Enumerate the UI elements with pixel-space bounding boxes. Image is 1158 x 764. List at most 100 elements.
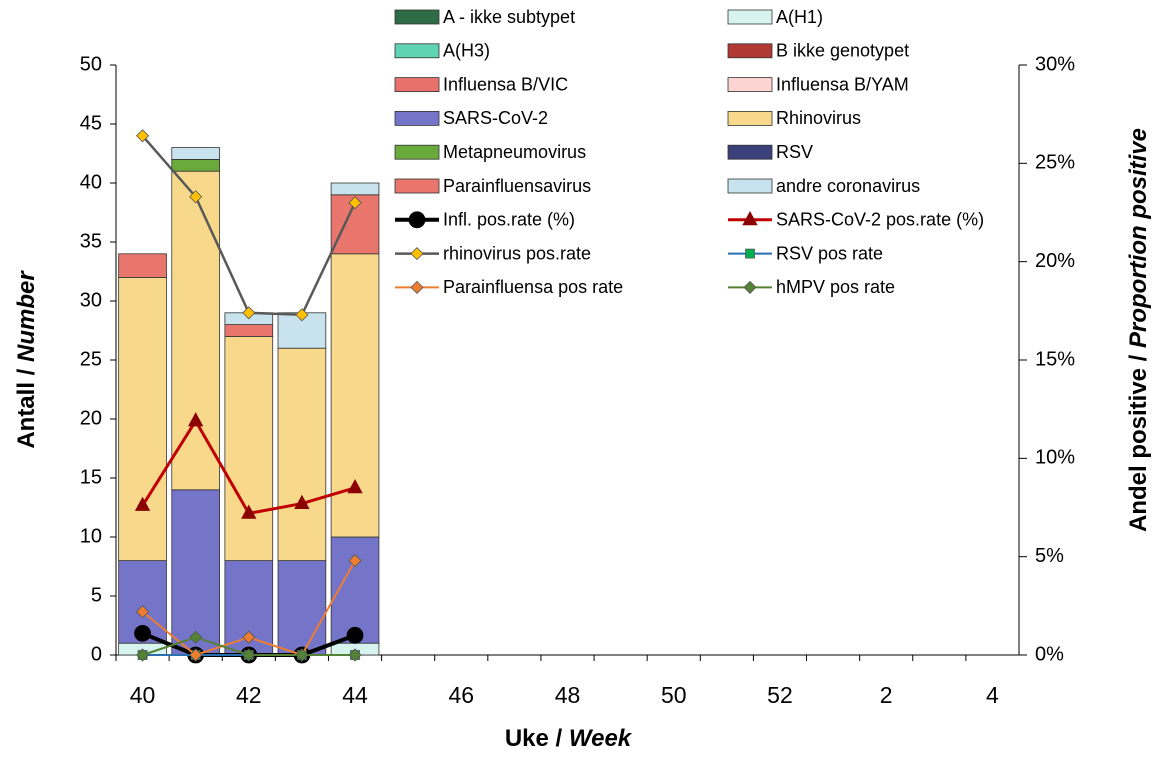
legend-marker [408,211,426,229]
legend-item: hMPV pos rate [728,277,895,297]
legend-label: hMPV pos rate [776,277,895,297]
legend-label: Influensa B/YAM [776,74,909,94]
bar-segment [171,147,220,160]
legend-item: SARS-CoV-2 pos.rate (%) [728,210,984,230]
bar-segment [118,276,167,562]
y2-label-main: Andel positive / [1125,348,1152,532]
y-tick-label: 15 [80,466,102,488]
x-tick-label: 4 [986,682,999,708]
legend-item: Infl. pos.rate (%) [395,210,575,230]
legend-label: SARS-CoV-2 pos.rate (%) [776,210,984,230]
x-label-main: Uke / [505,725,569,752]
y2-tick-label: 10% [1035,447,1075,469]
y2-tick-label: 30% [1035,53,1075,75]
legend-item: Parainfluensa pos rate [395,277,623,297]
legend-marker [742,210,758,226]
legend-item: Metapneumovirus [394,142,586,162]
bar-segment [330,182,380,196]
line-marker [135,605,150,619]
y-label-main: Antall / [13,362,40,449]
line-marker [242,648,256,662]
legend-swatch [394,77,440,92]
legend-item: Influensa B/YAM [727,74,909,94]
bar-segment [224,335,274,561]
y2-tick-label: 20% [1035,250,1075,272]
legend-label: A(H3) [443,41,490,61]
y-label-italic: Number [13,270,40,362]
legend-swatch [727,43,773,59]
legend-label: Influensa B/VIC [443,74,568,94]
bar-segment [118,253,167,278]
legend-item: B ikke genotypet [727,41,909,61]
bar-segment [277,347,327,562]
legend-label: andre coronavirus [776,176,920,196]
legend-swatch [394,144,440,160]
y-tick-label: 10 [80,525,102,547]
legend-swatch [727,111,773,126]
line-marker [188,412,204,427]
legend-label: Metapneumovirus [443,142,586,162]
legend-item: A(H3) [394,41,490,61]
legend-item: RSV [727,142,813,162]
legend-label: Parainfluensavirus [443,176,591,196]
line-marker [241,504,257,519]
legend-item: Rhinovirus [727,108,861,128]
legend-marker [410,247,424,261]
legend-item: A - ikke subtypet [394,7,575,27]
legend-swatch [727,178,773,194]
y-tick-label: 40 [80,171,102,193]
line-marker [134,496,151,511]
x-tick-label: 42 [236,682,262,708]
y2-axis-label: Andel positive / Proportion positive [1125,128,1152,532]
y-tick-label: 25 [80,348,102,370]
bar-segment [224,324,274,337]
legend-item: A(H1) [727,7,823,27]
x-axis-label: Uke / Week [505,725,633,752]
line-marker [348,196,362,210]
y2-tick-label: 15% [1035,348,1075,370]
y-tick-label: 50 [80,53,102,75]
legend-item: rhinovirus pos.rate [395,243,591,263]
bar-segment [171,158,220,172]
x-tick-label: 44 [342,682,368,708]
legend-swatch [727,77,773,92]
line-marker [242,306,256,320]
legend-item: SARS-CoV-2 [394,108,548,128]
legend-swatch [394,178,440,194]
bar-segment [171,489,220,656]
legend-item: andre coronavirus [727,176,920,196]
y-tick-label: 20 [80,407,102,429]
line-marker [295,308,309,322]
legend-label: A - ikke subtypet [443,7,575,27]
y-tick-label: 45 [80,112,102,134]
legend-label: RSV [776,142,813,162]
legend-label: RSV pos rate [776,243,883,263]
y-tick-label: 30 [80,289,102,311]
legend-label: Parainfluensa pos rate [443,277,623,297]
y2-tick-label: 25% [1035,152,1075,174]
x-tick-label: 2 [880,682,893,708]
legend-label: B ikke genotypet [776,41,909,61]
line-marker [348,648,362,662]
legend-item: RSV pos rate [728,243,883,263]
x-tick-label: 40 [130,682,156,708]
legend-marker [743,280,757,294]
legend-swatch [727,144,773,160]
line-marker [134,624,151,642]
line-marker [348,554,362,568]
line-marker [189,630,203,644]
line-marker [346,626,364,644]
line-marker [294,494,310,509]
x-label-italic: Week [569,725,633,752]
line-marker [135,648,150,662]
bar-segment [330,253,380,538]
legend-label: Rhinovirus [776,108,861,128]
x-tick-label: 50 [661,682,687,708]
legend-marker [410,280,424,294]
bar-segment [171,170,220,491]
y2-tick-label: 5% [1035,545,1064,567]
legend-label: rhinovirus pos.rate [443,243,591,263]
line-marker [189,190,203,204]
y-tick-label: 5 [91,584,102,606]
